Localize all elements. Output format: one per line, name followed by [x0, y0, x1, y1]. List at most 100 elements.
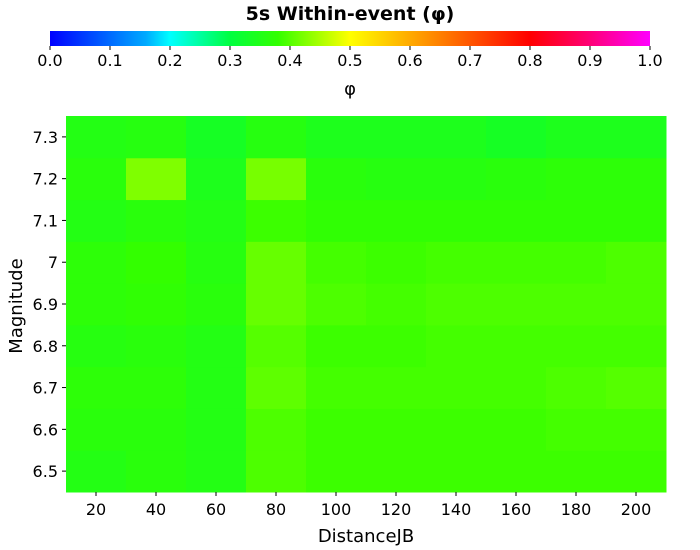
y-tick-label: 7.2	[33, 170, 58, 189]
x-tick-label: 140	[441, 500, 472, 519]
heatmap-cell	[306, 241, 367, 284]
heatmap-cell	[366, 366, 427, 409]
heatmap-cell	[306, 157, 367, 201]
x-tick-label: 60	[206, 500, 226, 519]
x-axis-ticks: 20 40 60 80 100 120 140 160 180 200	[86, 492, 651, 519]
heatmap-cell	[546, 324, 607, 368]
heatmap-cell	[366, 157, 427, 201]
heatmap-cell	[546, 116, 607, 159]
heatmap-cell	[126, 157, 187, 201]
heatmap-cell	[186, 450, 247, 493]
heatmap-cell	[426, 283, 487, 326]
heatmap-cell	[186, 324, 247, 368]
y-tick-label: 6.5	[33, 462, 58, 481]
chart-title: 5s Within-event (φ)	[246, 3, 455, 25]
heatmap-cell	[606, 450, 667, 493]
colorbar-tick-label: 0.0	[37, 51, 62, 70]
heatmap-cell	[66, 199, 127, 242]
colorbar	[50, 31, 650, 46]
heatmap-cell	[126, 324, 187, 368]
y-tick-label: 6.9	[33, 295, 58, 314]
heatmap-cell	[606, 283, 667, 326]
heatmap-cell	[426, 408, 487, 451]
heatmap-cell	[126, 241, 187, 284]
heatmap-cell	[486, 324, 547, 368]
heatmap-cell	[546, 366, 607, 409]
heatmap-cell	[426, 241, 487, 284]
colorbar-tick-label: 0.6	[397, 51, 422, 70]
heatmap-cell	[66, 408, 127, 451]
y-axis-ticks: 6.5 6.6 6.7 6.8 6.9 7 7.1 7.2 7.3	[33, 128, 66, 481]
y-tick-label: 6.6	[33, 420, 58, 439]
heatmap-cell	[246, 199, 307, 242]
heatmap-cell	[126, 408, 187, 451]
heatmap-cell	[606, 241, 667, 284]
heatmap-cell	[606, 366, 667, 409]
heatmap-cell	[546, 199, 607, 242]
heatmap-cell	[186, 408, 247, 451]
heatmap-cell	[426, 199, 487, 242]
colorbar-ticks: 0.0 0.1 0.2 0.3 0.4 0.5 0.6 0.7 0.8 0.9 1.0	[37, 46, 663, 70]
heatmap-cell	[366, 324, 427, 368]
heatmap-cell	[66, 241, 127, 284]
heatmap-cell	[486, 366, 547, 409]
heatmap-cell	[246, 241, 307, 284]
heatmap-cell	[426, 324, 487, 368]
heatmap-cell	[66, 366, 127, 409]
x-axis-label: DistanceJB	[318, 526, 414, 547]
x-tick-label: 200	[621, 500, 652, 519]
colorbar-label: φ	[344, 79, 356, 100]
heatmap-cell	[126, 366, 187, 409]
x-tick-label: 40	[146, 500, 166, 519]
heatmap-cell	[66, 283, 127, 326]
heatmap-cell	[66, 116, 127, 159]
y-tick-label: 6.8	[33, 337, 58, 356]
heatmap-cell	[366, 199, 427, 242]
heatmap-cell	[246, 324, 307, 368]
heatmap-cell	[246, 116, 307, 159]
heatmap-cell	[306, 366, 367, 409]
heatmap-cell	[366, 408, 427, 451]
heatmap-cell	[426, 450, 487, 493]
colorbar-tick-label: 0.4	[277, 51, 302, 70]
heatmap-cell	[126, 116, 187, 159]
heatmap-cell	[486, 199, 547, 242]
colorbar-tick-label: 0.7	[457, 51, 482, 70]
heatmap-cell	[486, 157, 547, 201]
heatmap-cell	[546, 241, 607, 284]
heatmap-cell	[246, 408, 307, 451]
heatmap-cell	[306, 116, 367, 159]
heatmap-cell	[306, 324, 367, 368]
y-tick-label: 7.1	[33, 211, 58, 230]
heatmap-cell	[546, 450, 607, 493]
heatmap-cell	[546, 283, 607, 326]
heatmap-cell	[126, 199, 187, 242]
heatmap-cell	[606, 199, 667, 242]
heatmap-cell	[186, 199, 247, 242]
colorbar-tick-label: 0.8	[517, 51, 542, 70]
heatmap-cell	[366, 116, 427, 159]
heatmap-cell	[66, 157, 127, 201]
x-tick-label: 80	[266, 500, 286, 519]
heatmap-cell	[606, 157, 667, 201]
colorbar-tick-label: 0.3	[217, 51, 242, 70]
heatmap-cell	[426, 116, 487, 159]
heatmap-cell	[306, 283, 367, 326]
y-axis-label: Magnitude	[6, 258, 27, 353]
colorbar-tick-label: 1.0	[637, 51, 662, 70]
heatmap-cell	[66, 324, 127, 368]
heatmap-cell	[186, 283, 247, 326]
heatmap-cell	[486, 116, 547, 159]
colorbar-tick-label: 0.5	[337, 51, 362, 70]
heatmap-cell	[306, 450, 367, 493]
heatmap-cell	[546, 157, 607, 201]
heatmap-cell	[246, 157, 307, 201]
heatmap-cell	[426, 157, 487, 201]
heatmap-cell	[606, 408, 667, 451]
heatmap-cell	[186, 241, 247, 284]
heatmap-cells	[66, 116, 667, 493]
heatmap-cell	[546, 408, 607, 451]
heatmap-cell	[186, 116, 247, 159]
heatmap-cell	[246, 450, 307, 493]
heatmap-cell	[366, 283, 427, 326]
